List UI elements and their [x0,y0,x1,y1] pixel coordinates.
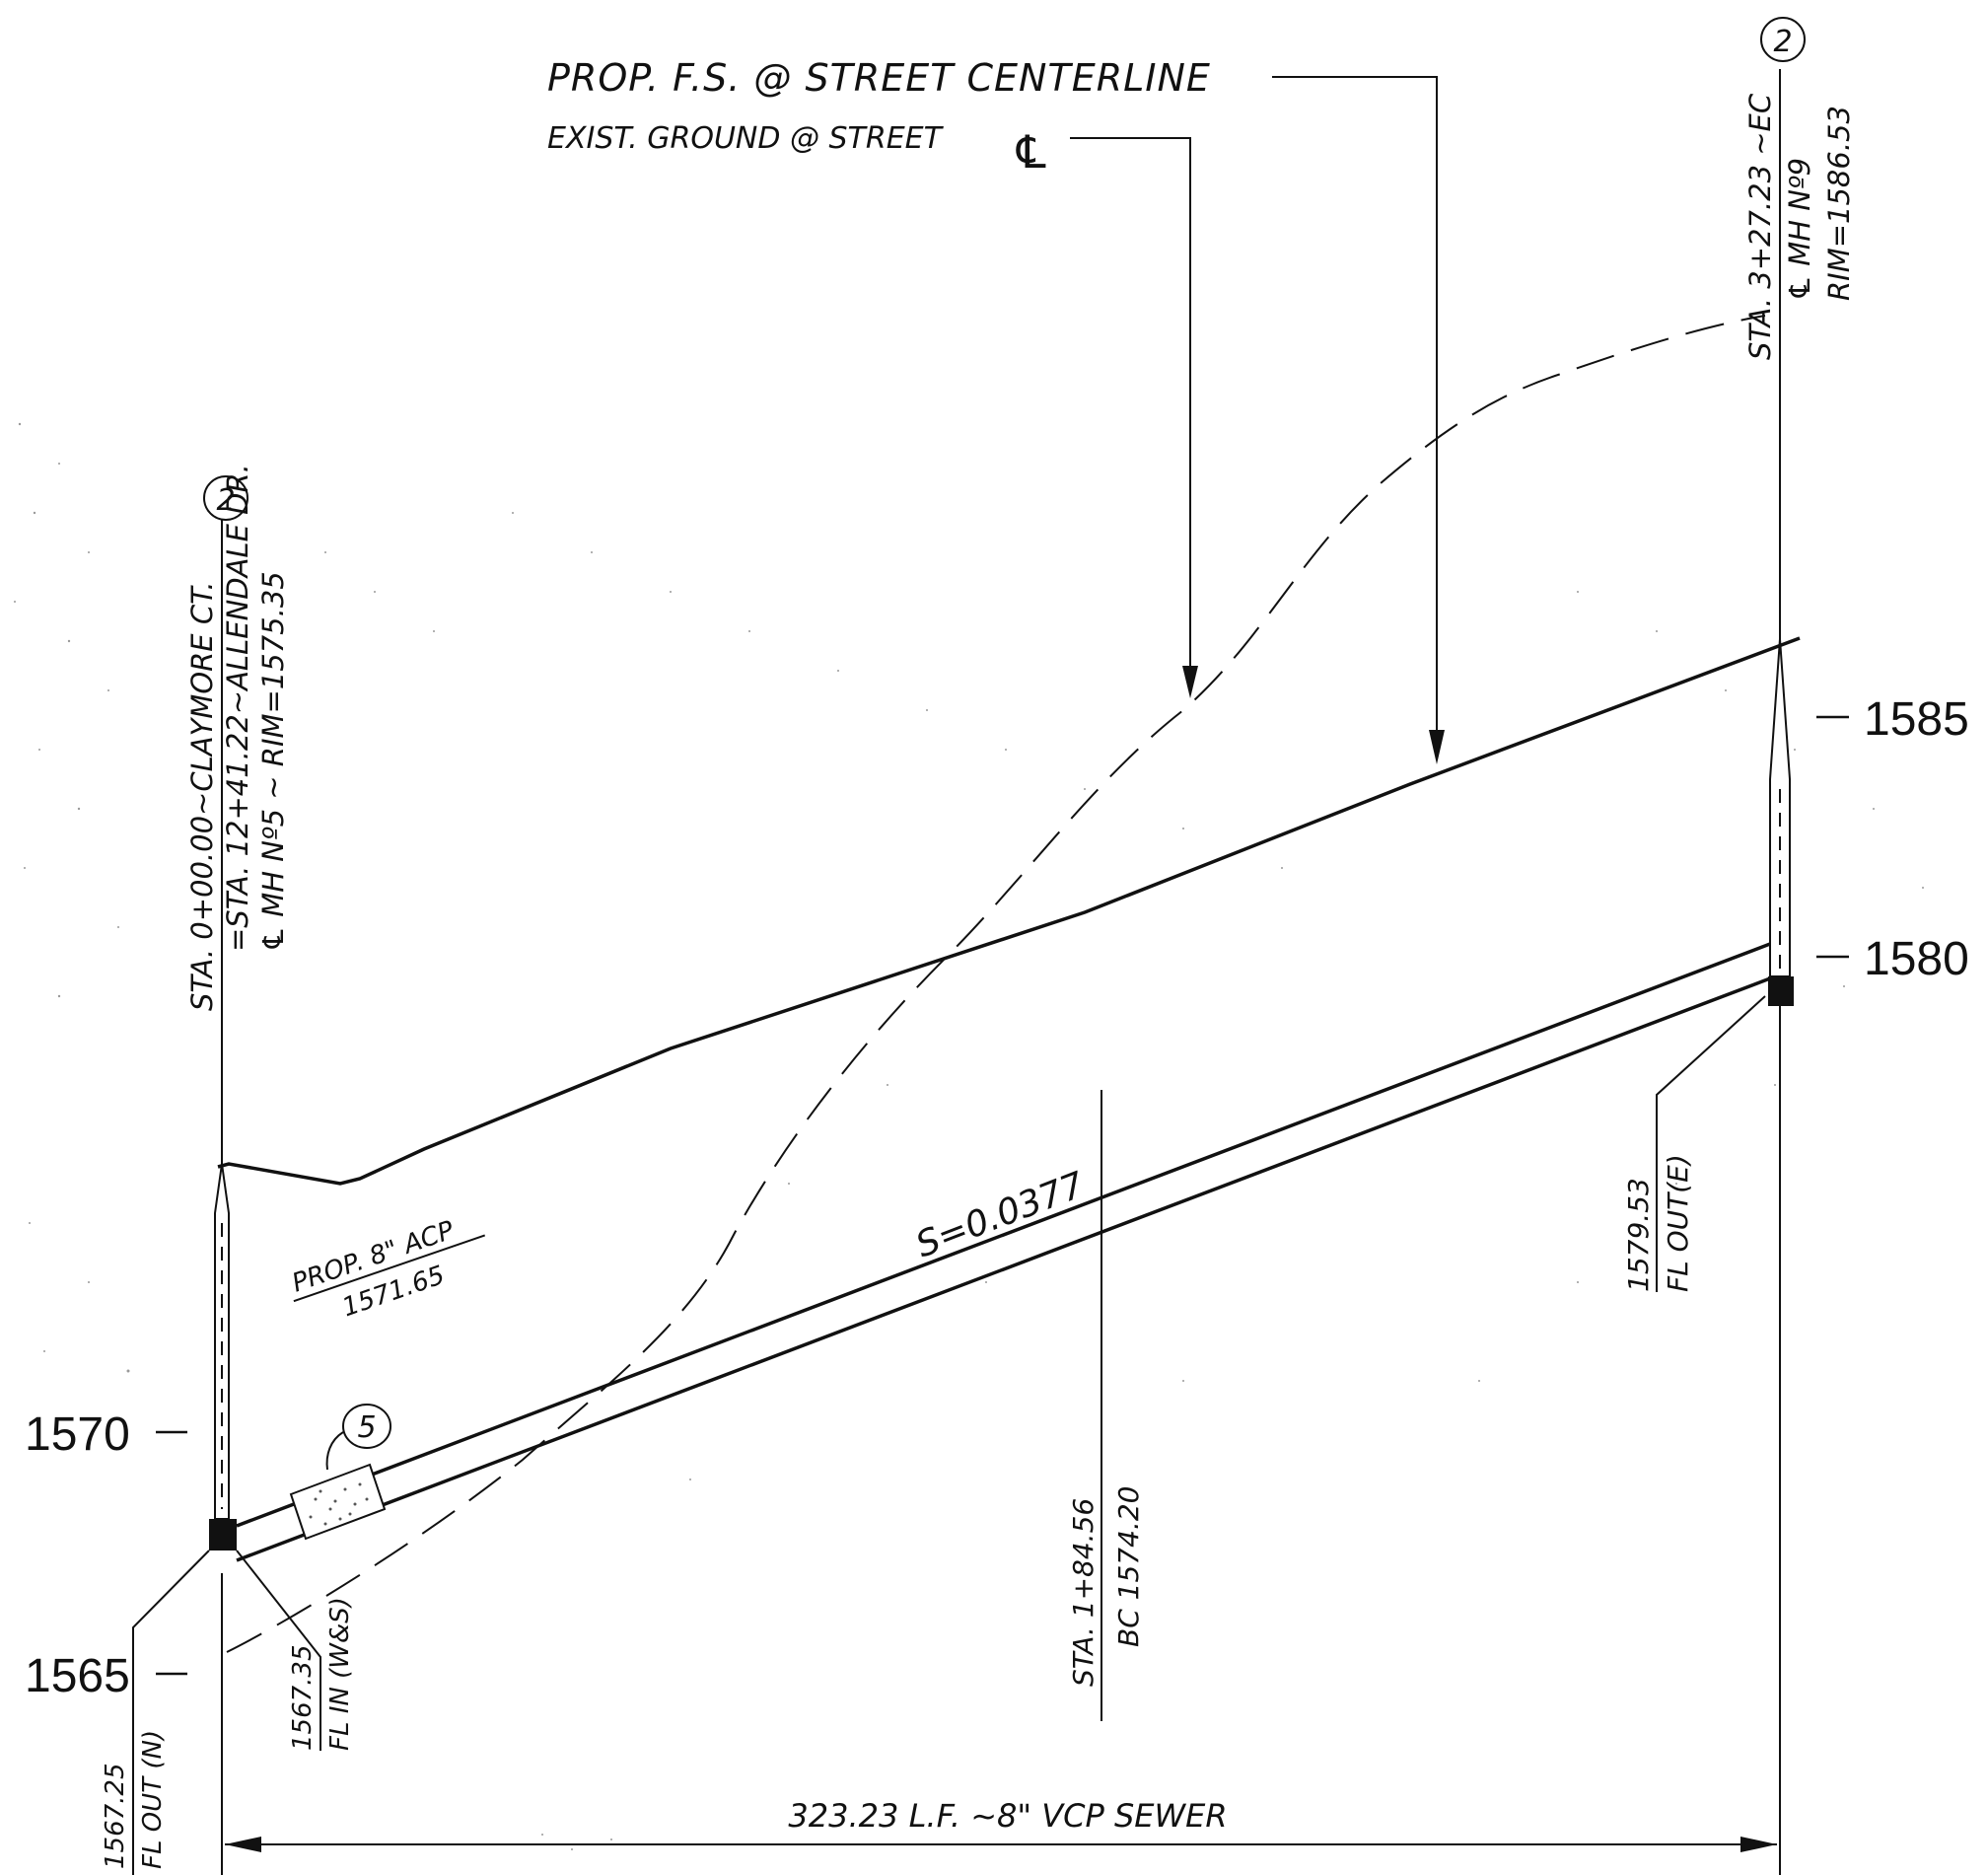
centerline-symbol: ℄ [1011,125,1051,179]
manhole-right [1768,638,1794,1006]
leader-prop-fs [1272,76,1445,764]
svg-text:STA. 0+00.00~CLAYMORE CT.: STA. 0+00.00~CLAYMORE CT. [185,581,219,1011]
callout-2-left: 2 [203,475,248,521]
mh-left-label: STA. 0+00.00~CLAYMORE CT. =STA. 12+41.22… [185,464,290,1011]
svg-text:STA. 1+84.56: STA. 1+84.56 [1067,1498,1100,1687]
background-speckle [14,422,1924,1850]
fl-in-label: 1567.35 FL IN (W&S) [288,1597,355,1751]
svg-text:℄ MH Nº9: ℄ MH Nº9 [1783,158,1816,301]
elevation-tick-1565: 1565 [25,1650,187,1702]
svg-text:=STA. 12+41.22~ALLENDALE DR.: =STA. 12+41.22~ALLENDALE DR. [221,464,254,952]
pipe-bottom-line [236,976,1771,1562]
svg-text:1570: 1570 [25,1408,130,1461]
fl-in-leader [236,1550,321,1751]
prop-fs-label: PROP. F.S. @ STREET CENTERLINE [547,56,1211,100]
svg-text:1567.35: 1567.35 [288,1644,318,1751]
slope-label: S=0.0377 [911,1165,1091,1265]
acp-label: PROP. 8" ACP 1571.65 [289,1215,486,1323]
svg-text:2: 2 [1773,25,1792,59]
svg-text:1565: 1565 [25,1650,130,1702]
svg-text:FL OUT (N): FL OUT (N) [138,1730,168,1869]
svg-text:1579.53: 1579.53 [1622,1178,1655,1292]
svg-text:℄ MH Nº5 ~ RIM=1575.35: ℄ MH Nº5 ~ RIM=1575.35 [256,571,290,952]
svg-text:BC 1574.20: BC 1574.20 [1112,1486,1145,1647]
fl-out-n-leader [132,1550,210,1875]
elevation-tick-1585: 1585 [1816,693,1969,746]
existing-ground-line [226,315,1766,1653]
manhole-left [209,1163,237,1550]
elevation-tick-1570: 1570 [25,1408,187,1461]
mh-right-label: STA. 3+27.23 ~EC ℄ MH Nº9 RIM=1586.53 [1743,93,1856,360]
fl-out-e-label: 1579.53 FL OUT(E) [1622,1154,1694,1292]
callout-5: 5 [325,1404,391,1471]
svg-text:2: 2 [216,483,235,518]
svg-text:FL OUT(E): FL OUT(E) [1662,1154,1694,1292]
svg-text:1580: 1580 [1864,933,1969,985]
fl-out-n-label: 1567.25 FL OUT (N) [101,1730,168,1869]
bc-label: STA. 1+84.56 BC 1574.20 [1067,1486,1145,1687]
svg-text:5: 5 [357,1410,376,1445]
svg-text:STA. 3+27.23 ~EC: STA. 3+27.23 ~EC [1743,93,1777,360]
leader-exist-ground [1070,137,1198,698]
callout-2-right: 2 [1760,17,1806,62]
fl-out-e-leader [1656,995,1766,1292]
svg-text:FL IN (W&S): FL IN (W&S) [325,1597,355,1751]
svg-text:1585: 1585 [1864,693,1969,746]
proposed-surface-line [217,636,1801,1186]
acp-pipe-segment [289,1463,387,1541]
exist-ground-label: EXIST. GROUND @ STREET [547,121,945,156]
svg-text:RIM=1586.53: RIM=1586.53 [1822,106,1856,301]
dimension-label: 323.23 L.F. ~8" VCP SEWER [788,1797,1227,1835]
svg-text:1567.25: 1567.25 [101,1763,130,1869]
length-dimension: 323.23 L.F. ~8" VCP SEWER [225,1797,1777,1852]
pipe-top-line [236,942,1771,1528]
elevation-tick-1580: 1580 [1816,933,1969,985]
